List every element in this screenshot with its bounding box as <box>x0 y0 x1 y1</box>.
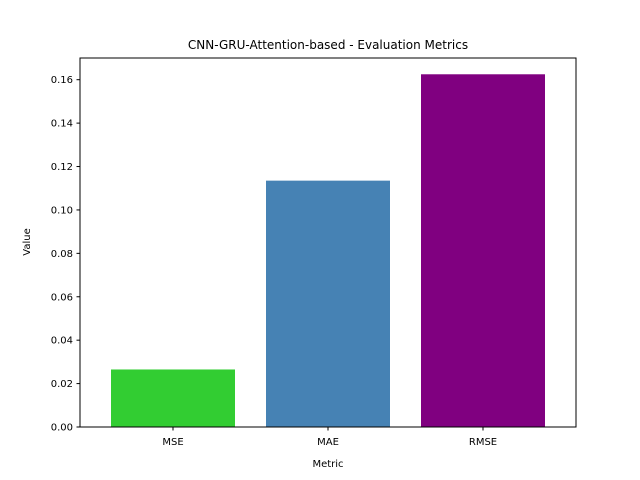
x-axis-label: Metric <box>312 459 343 470</box>
x-tick-label: RMSE <box>469 437 497 448</box>
bar-rmse <box>421 74 545 427</box>
plot-frame <box>79 57 577 428</box>
y-axis: 0.00 0.02 0.04 0.06 0.08 0.10 0.12 0.14 0.16 <box>51 75 80 434</box>
y-tick-label: 0.14 <box>51 119 73 130</box>
bar-mae <box>266 180 390 427</box>
y-tick-label: 0.06 <box>51 292 73 303</box>
y-tick-label: 0.12 <box>51 162 73 173</box>
y-tick-label: 0.04 <box>51 336 73 347</box>
y-tick-label: 0.10 <box>51 205 73 216</box>
y-axis-label: Value <box>22 228 33 255</box>
y-tick-label: 0.16 <box>51 75 73 86</box>
bar-mse <box>111 369 235 427</box>
bars-group <box>111 74 545 427</box>
chart-title: CNN-GRU-Attention-based - Evaluation Met… <box>188 38 468 52</box>
x-axis: MSE MAE RMSE <box>162 427 497 448</box>
y-tick-label: 0.00 <box>51 423 73 434</box>
y-tick-label: 0.08 <box>51 249 73 260</box>
y-tick-label: 0.02 <box>51 379 73 390</box>
x-tick-label: MAE <box>317 437 339 448</box>
x-tick-label: MSE <box>162 437 183 448</box>
